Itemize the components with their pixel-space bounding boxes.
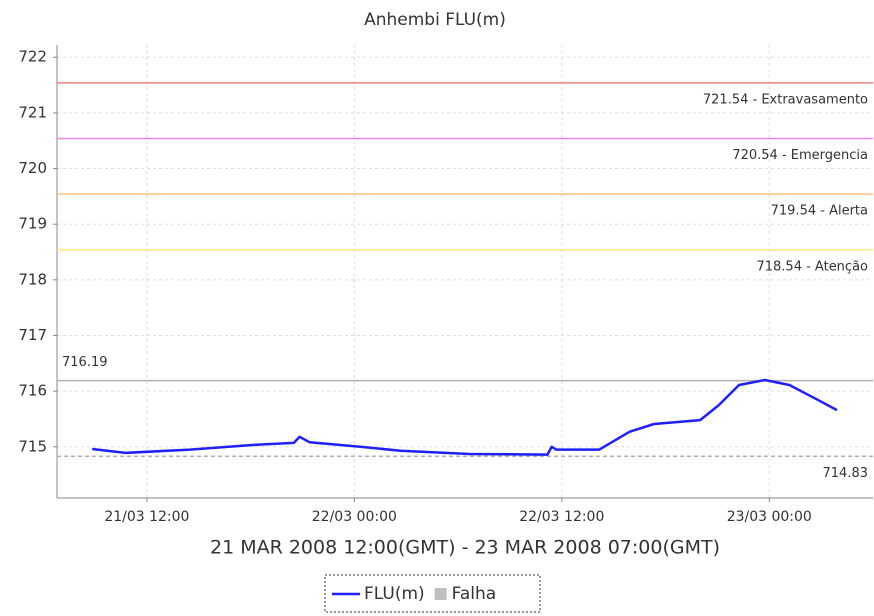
max-label: 716.19 xyxy=(62,355,108,370)
legend-box xyxy=(324,574,541,613)
min-label: 714.83 xyxy=(823,466,869,481)
x-tick-label: 22/03 00:00 xyxy=(312,509,397,525)
y-tick-label: 715 xyxy=(18,437,47,455)
legend-label: Falha xyxy=(452,584,497,604)
y-tick-label: 720 xyxy=(18,159,47,177)
y-tick-label: 721 xyxy=(18,103,47,121)
data-line xyxy=(92,378,838,456)
legend-swatch xyxy=(434,588,447,600)
threshold-label: 720.54 - Emergencia xyxy=(732,148,868,163)
y-tick-label: 722 xyxy=(18,48,47,66)
x-tick-label: 22/03 12:00 xyxy=(519,509,604,525)
x-tick-label: 21/03 12:00 xyxy=(104,509,189,525)
y-tick-label: 717 xyxy=(18,326,47,344)
y-tick-label: 719 xyxy=(18,215,47,233)
x-tick-label: 23/03 00:00 xyxy=(727,509,812,525)
threshold-label: 718.54 - Atenção xyxy=(756,259,868,274)
threshold-label: 719.54 - Alerta xyxy=(771,204,868,219)
y-tick-label: 718 xyxy=(18,270,47,288)
chart-title: Anhembi FLU(m) xyxy=(364,10,506,30)
threshold-label: 721.54 - Extravasamento xyxy=(703,92,868,107)
x-axis-label: 21 MAR 2008 12:00(GMT) - 23 MAR 2008 07:… xyxy=(210,537,720,559)
legend-label: FLU(m) xyxy=(364,584,425,604)
y-tick-label: 716 xyxy=(18,382,47,400)
